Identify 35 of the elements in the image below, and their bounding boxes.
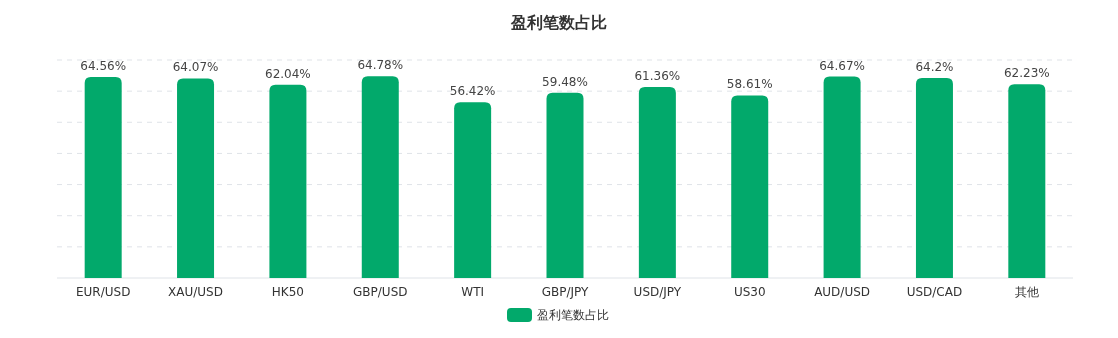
x-tick-label: US30 (733, 285, 766, 299)
data-label: 61.36% (634, 68, 681, 83)
x-tick-label: GBP/USD (353, 285, 408, 299)
data-label: 59.48% (542, 74, 588, 89)
data-label: 64.07% (172, 60, 219, 75)
data-label: 64.67% (819, 58, 865, 73)
chart-title: 盈利笔数占比 (510, 13, 607, 32)
x-tick-label: 其他 (1014, 285, 1039, 299)
bar (915, 78, 953, 278)
data-label: 64.2% (915, 60, 954, 75)
data-label: 64.78% (357, 58, 404, 73)
bar (823, 76, 861, 278)
x-tick-label: GBP/JPY (541, 285, 589, 299)
x-tick-label: XAU/USD (168, 285, 223, 299)
bar (454, 102, 492, 278)
x-tick-label: USD/JPY (633, 285, 682, 299)
data-label: 64.56% (80, 58, 127, 73)
data-label: 56.42% (449, 84, 496, 99)
bar (731, 95, 769, 278)
bar (1008, 84, 1046, 278)
bar (269, 84, 307, 278)
x-tick-label: HK50 (271, 285, 304, 299)
x-tick-label: AUD/USD (814, 285, 871, 299)
bar (84, 76, 122, 278)
data-label: 62.04% (265, 66, 311, 81)
bar (177, 78, 215, 278)
data-label: 58.61% (726, 77, 773, 92)
bar (546, 92, 584, 278)
x-tick-label: USD/CAD (906, 285, 963, 299)
bar (638, 86, 676, 278)
data-label: 62.23% (1003, 66, 1050, 81)
x-tick-label: EUR/USD (75, 285, 131, 299)
legend-label: 盈利笔数占比 (537, 308, 609, 322)
x-tick-label: WTI (461, 285, 484, 299)
bar (361, 76, 399, 278)
